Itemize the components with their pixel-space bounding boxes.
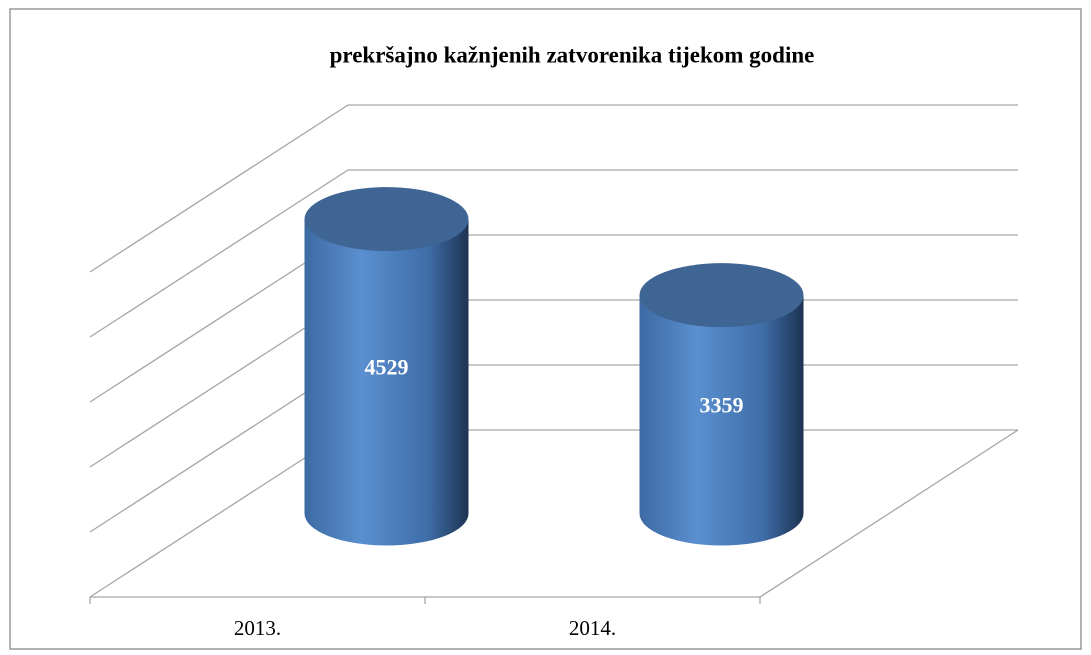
chart-title: prekršajno kažnjenih zatvorenika tijekom… xyxy=(330,42,815,67)
x-tick-label: 2014. xyxy=(569,616,616,640)
data-label: 3359 xyxy=(700,392,744,417)
cylinder-top xyxy=(304,187,469,252)
grid-line xyxy=(89,169,1018,338)
cylinder-top xyxy=(639,263,804,328)
cylinder-body xyxy=(304,219,469,546)
x-tick-label: 2013. xyxy=(234,616,281,640)
chart-border xyxy=(9,8,1082,650)
cylinder-body xyxy=(639,295,804,546)
grid-line xyxy=(89,104,1018,273)
data-label: 4529 xyxy=(365,354,409,379)
